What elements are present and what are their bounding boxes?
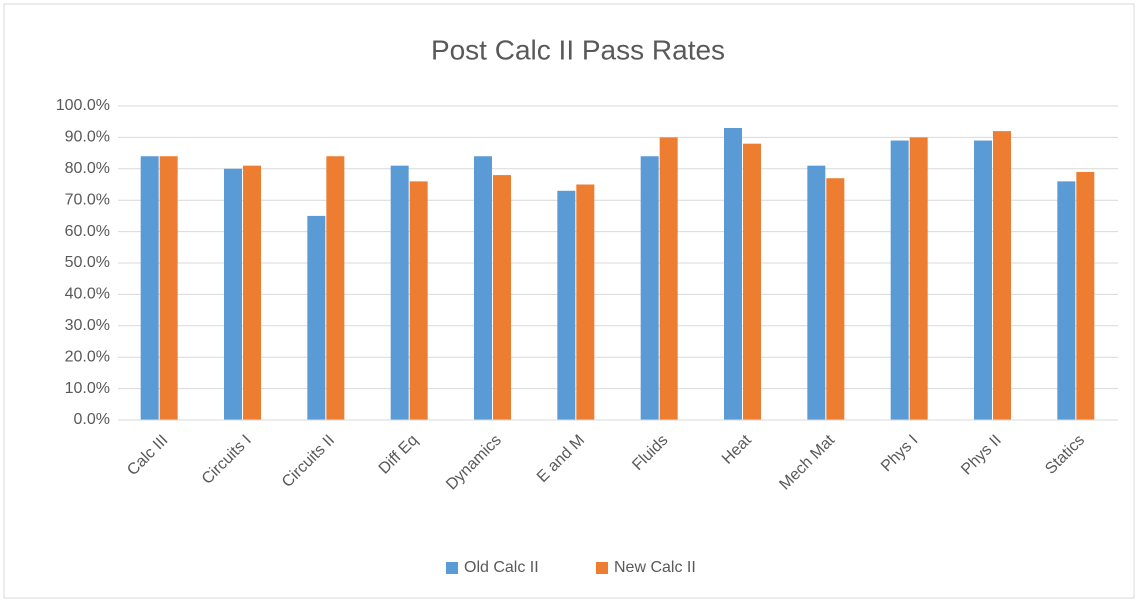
legend-swatch (446, 562, 458, 574)
y-tick-label: 40.0% (65, 286, 110, 303)
bar (493, 175, 511, 420)
legend-label: New Calc II (614, 559, 696, 576)
bar (307, 215, 326, 420)
y-tick-label: 70.0% (65, 191, 110, 208)
bar (243, 165, 261, 420)
y-tick-label: 80.0% (65, 160, 110, 177)
bar (743, 143, 761, 420)
y-tick-label: 90.0% (65, 129, 110, 146)
bar (474, 156, 492, 421)
bar (890, 140, 909, 421)
bar (326, 156, 345, 421)
bar (1076, 171, 1095, 420)
y-tick-label: 0.0% (74, 411, 110, 428)
bar (826, 178, 845, 420)
bar (557, 190, 576, 420)
legend-label: Old Calc II (464, 559, 539, 576)
y-tick-label: 20.0% (65, 348, 110, 365)
y-tick-label: 60.0% (65, 223, 110, 240)
bar (576, 184, 595, 420)
bar (993, 131, 1011, 420)
bar (659, 137, 678, 420)
y-tick-label: 10.0% (65, 380, 110, 397)
y-tick-label: 100.0% (56, 97, 110, 114)
bar (909, 137, 928, 420)
bar (640, 156, 659, 421)
bar (807, 165, 826, 420)
bar (159, 156, 178, 421)
bar (390, 165, 409, 420)
legend-swatch (596, 562, 608, 574)
chart-title: Post Calc II Pass Rates (431, 34, 725, 65)
bar (1057, 181, 1076, 420)
bar (724, 127, 742, 420)
bar (140, 156, 159, 421)
bar (224, 168, 242, 420)
bar (409, 181, 428, 420)
y-tick-label: 30.0% (65, 317, 110, 334)
y-tick-label: 50.0% (65, 254, 110, 271)
bar (974, 140, 992, 421)
